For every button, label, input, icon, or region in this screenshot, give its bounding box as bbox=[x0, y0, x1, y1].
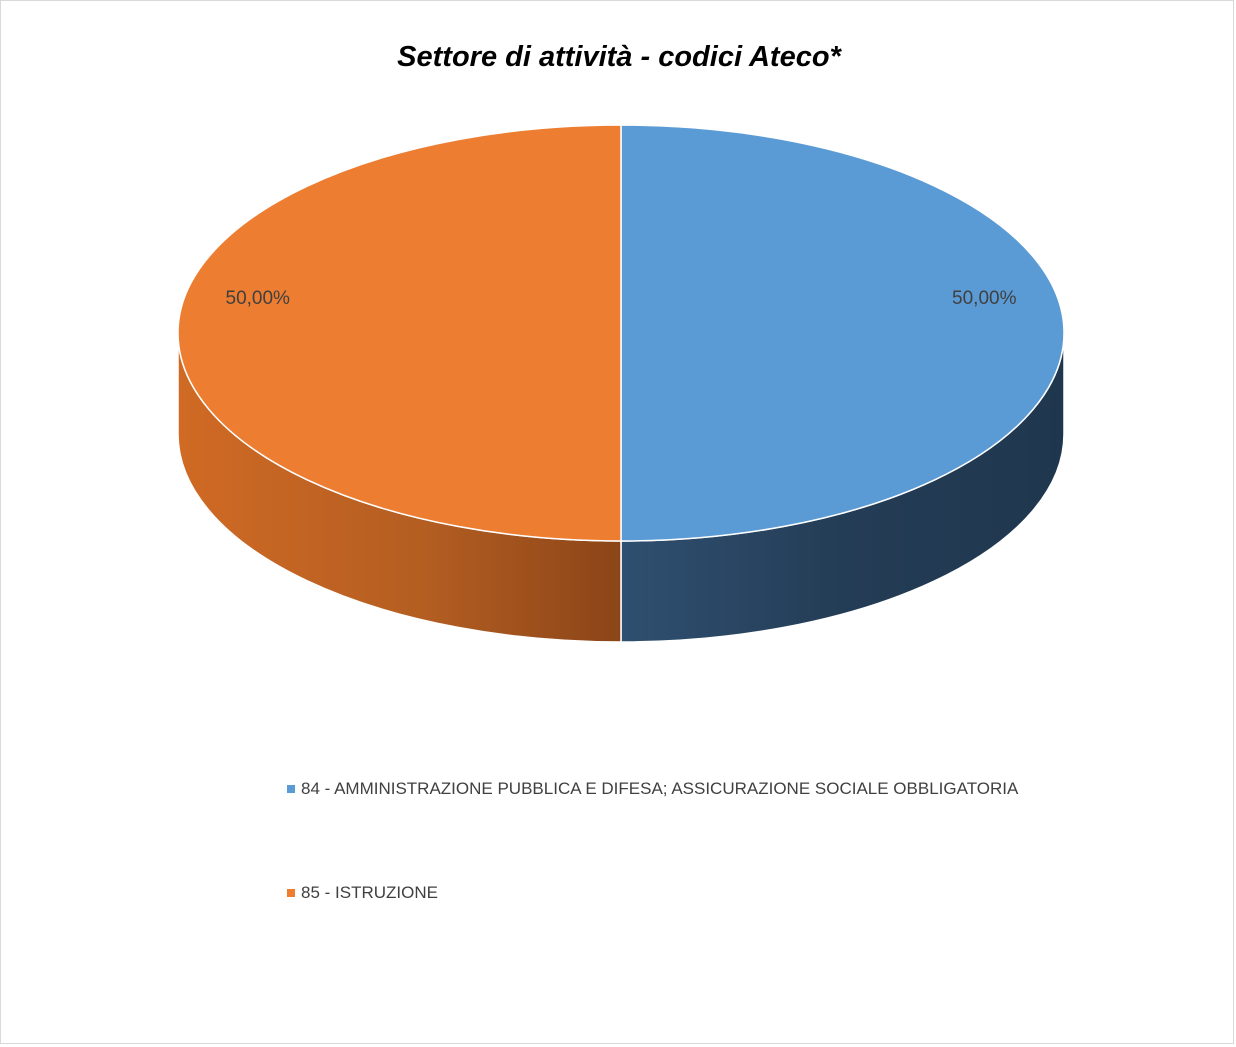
legend-swatch-85 bbox=[287, 889, 295, 897]
legend-label-85: 85 - ISTRUZIONE bbox=[301, 883, 438, 902]
legend-label-84: 84 - AMMINISTRAZIONE PUBBLICA E DIFESA; … bbox=[301, 779, 1019, 798]
legend: 84 - AMMINISTRAZIONE PUBBLICA E DIFESA; … bbox=[287, 775, 1047, 907]
data-label-0: 50,00% bbox=[952, 288, 1017, 309]
data-label-1: 50,00% bbox=[226, 288, 291, 309]
legend-item-84: 84 - AMMINISTRAZIONE PUBBLICA E DIFESA; … bbox=[287, 775, 1047, 803]
pie-slice-0 bbox=[620, 124, 1065, 542]
legend-item-85: 85 - ISTRUZIONE bbox=[287, 879, 1047, 907]
pie-slice-1 bbox=[177, 124, 622, 542]
chart-title: Settore di attività - codici Ateco* bbox=[397, 41, 841, 73]
legend-swatch-84 bbox=[287, 785, 295, 793]
